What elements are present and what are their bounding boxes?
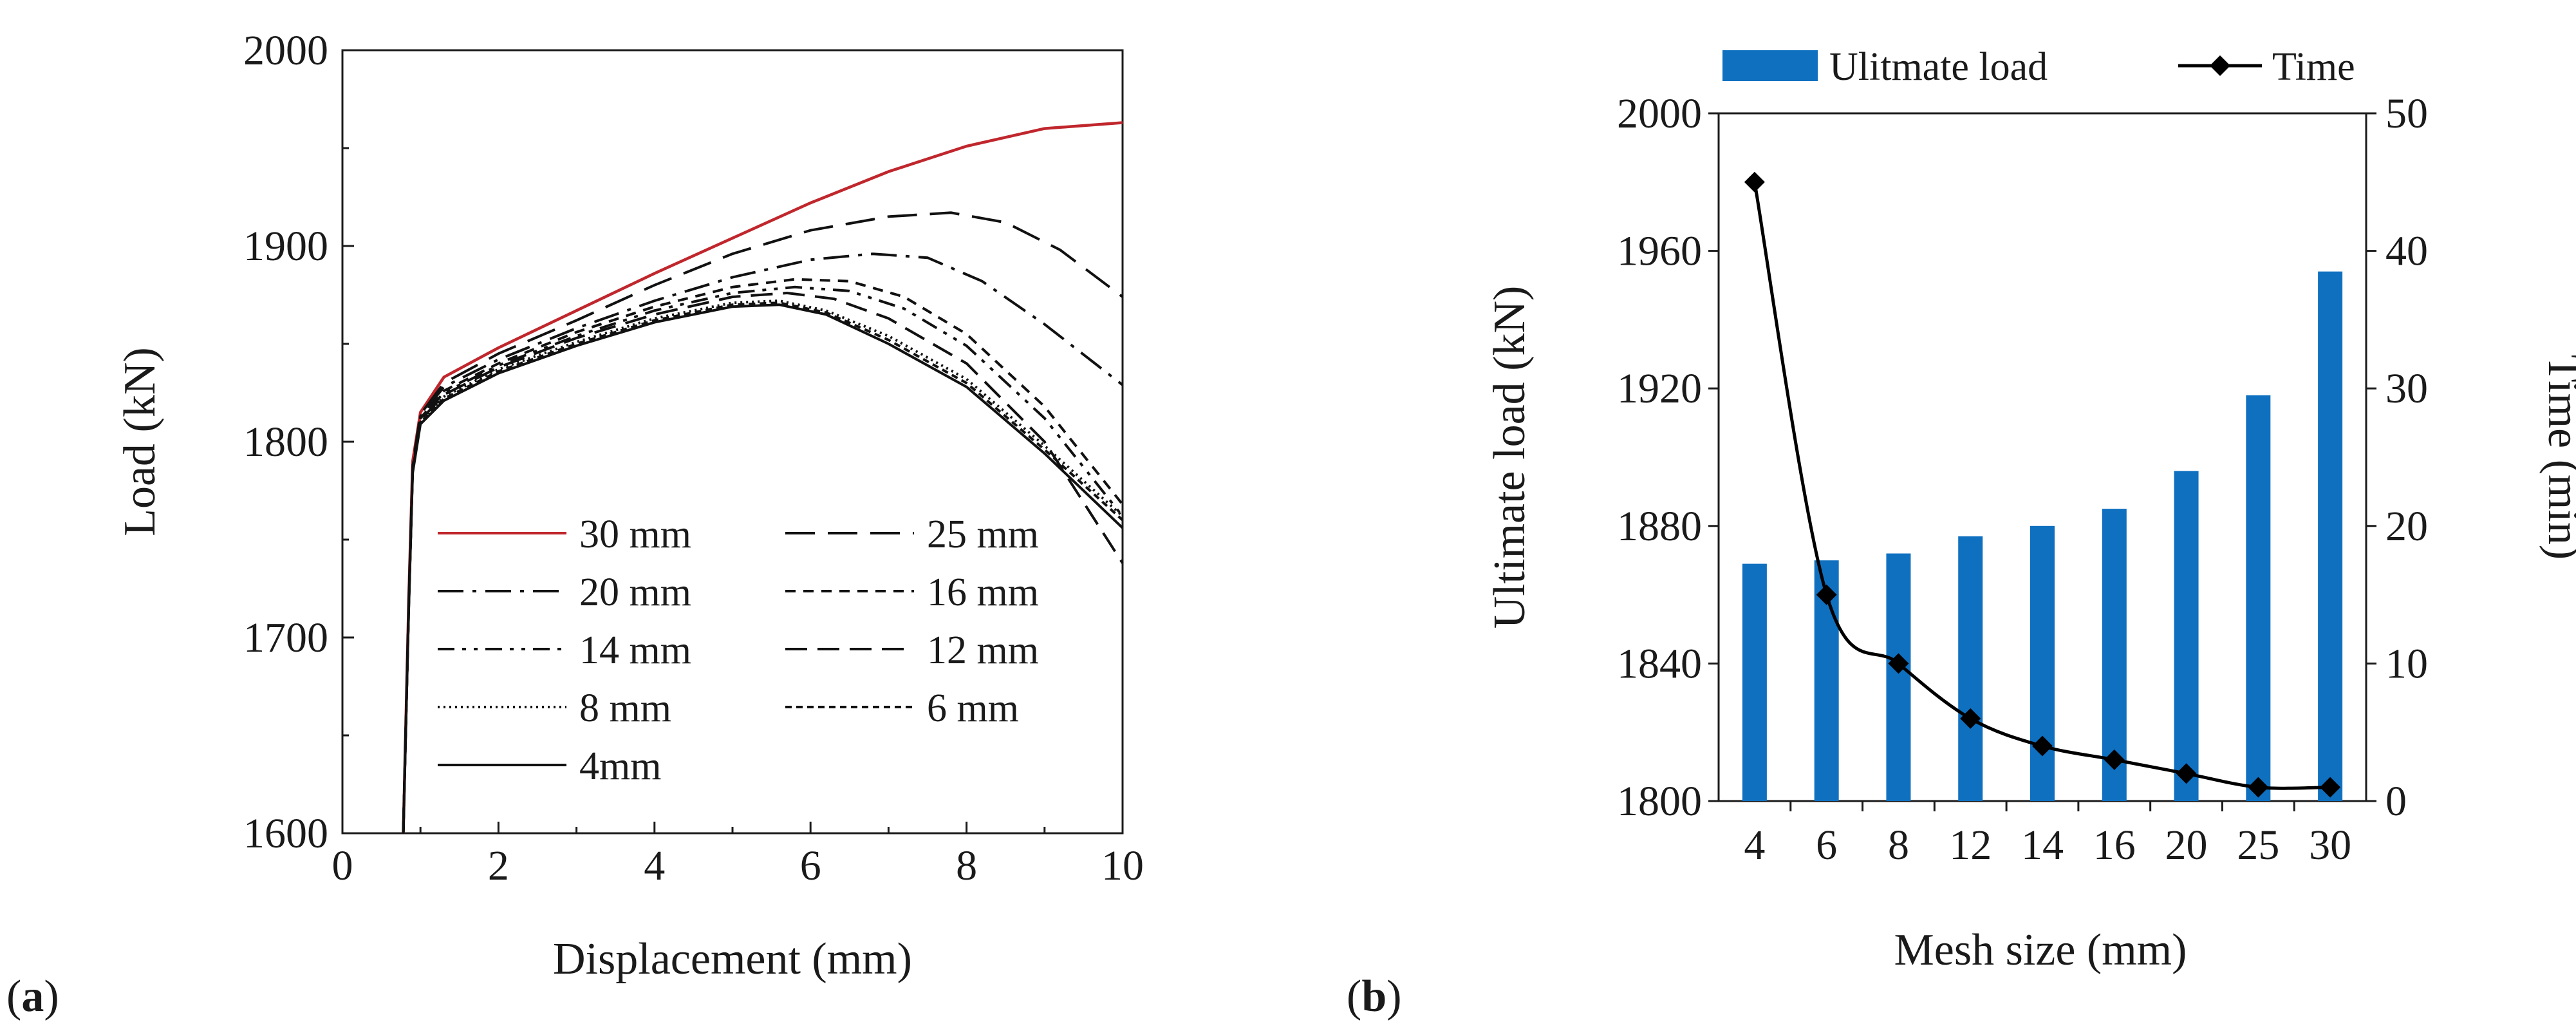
panel-b-bar-line-chart: 1800 1840 1880 1920 1960 2000 0 10 20 30 40 50 4 6 8… bbox=[1347, 45, 2576, 1021]
panel-a-legend-label: 16 mm bbox=[927, 571, 1039, 614]
panel-b-left-y-tick-label: 1960 bbox=[1617, 228, 1702, 275]
panel-b-label: (b) bbox=[1347, 972, 1402, 1021]
panel-a-y-tick-label: 1900 bbox=[243, 223, 328, 270]
panel-a-label: (a) bbox=[6, 972, 59, 1021]
panel-b-bars bbox=[1742, 271, 2343, 801]
panel-b-right-y-tick-label: 10 bbox=[2385, 640, 2428, 687]
panel-b-bar-25mm bbox=[2246, 395, 2271, 801]
panel-a-series-line-6mm bbox=[402, 301, 1124, 834]
panel-b-x-tick-label: 4 bbox=[1744, 822, 1765, 869]
panel-a-label-letter: a bbox=[21, 972, 44, 1021]
panel-a-legend-label: 30 mm bbox=[579, 513, 691, 556]
panel-b-time-marker-25mm bbox=[2248, 777, 2269, 798]
panel-a-y-tick-label: 1600 bbox=[243, 810, 328, 857]
panel-a-y-tick-label: 1700 bbox=[243, 614, 328, 661]
panel-b-x-tick-label: 12 bbox=[1949, 822, 1992, 869]
panel-b-time-marker-12mm bbox=[1960, 708, 1981, 729]
panel-b-x-tick-label: 25 bbox=[2237, 822, 2279, 869]
panel-a-legend-label: 4mm bbox=[579, 744, 661, 788]
panel-a-y-tick-label: 2000 bbox=[243, 27, 328, 74]
panel-a-label-open-paren: ( bbox=[6, 972, 21, 1021]
panel-a-legend-label: 12 mm bbox=[927, 628, 1039, 672]
panel-b-right-y-axis-title: Time (min) bbox=[2539, 355, 2576, 560]
panel-a-y-tick-label: 1800 bbox=[243, 419, 328, 466]
panel-b-legend-bar-swatch bbox=[1722, 50, 1818, 81]
panel-b-x-tick-label: 20 bbox=[2165, 822, 2208, 869]
panel-b-left-y-tick-label: 1840 bbox=[1617, 640, 1702, 687]
panel-a-legend-label: 25 mm bbox=[927, 513, 1039, 556]
panel-a-legend-label: 8 mm bbox=[579, 686, 671, 730]
panel-b-time-marker-16mm bbox=[2104, 749, 2125, 770]
panel-b-right-y-tick-label: 50 bbox=[2385, 90, 2428, 137]
panel-b-left-y-tick-label: 2000 bbox=[1617, 90, 1702, 137]
panel-a-legend-label: 14 mm bbox=[579, 628, 691, 672]
panel-b-right-y-tick-label: 30 bbox=[2385, 365, 2428, 412]
panel-a-legend-label: 6 mm bbox=[927, 686, 1019, 730]
panel-b-x-axis-title: Mesh size (mm) bbox=[1894, 925, 2187, 975]
panel-b-right-y-ticks: 0 10 20 30 40 50 bbox=[2366, 90, 2428, 825]
panel-b-left-y-tick-label: 1880 bbox=[1617, 503, 1702, 550]
panel-a-series-line-12mm bbox=[402, 291, 1124, 834]
panel-b-bar-4mm bbox=[1742, 563, 1767, 801]
panel-b-left-y-tick-label: 1800 bbox=[1617, 778, 1702, 825]
panel-b-label-close-paren: ) bbox=[1386, 972, 1401, 1021]
panel-b-time-marker-14mm bbox=[2032, 735, 2053, 757]
panel-a-x-tick-label: 4 bbox=[644, 842, 665, 889]
panel-a-x-tick-label: 8 bbox=[956, 842, 977, 889]
panel-b-x-tick-label: 6 bbox=[1816, 822, 1837, 869]
panel-a-x-tick-label: 0 bbox=[332, 842, 353, 889]
panel-a-x-tick-label: 2 bbox=[488, 842, 509, 889]
panel-b-left-y-ticks: 1800 1840 1880 1920 1960 2000 bbox=[1617, 90, 1719, 825]
panel-b-time-marker-6mm bbox=[1816, 584, 1837, 605]
panel-b-label-open-paren: ( bbox=[1347, 972, 1361, 1021]
panel-b-x-tick-label: 14 bbox=[2021, 822, 2064, 869]
panel-a-x-axis-title: Displacement (mm) bbox=[553, 934, 912, 984]
panel-a-legend: 30 mm 25 mm 20 mm 16 mm 14 mm 12 mm 8 mm 6 mm 4m… bbox=[438, 513, 1039, 788]
panel-b-left-y-tick-label: 1920 bbox=[1617, 365, 1702, 412]
panel-b-right-y-tick-label: 40 bbox=[2385, 228, 2428, 275]
panel-a-series-line-8mm bbox=[402, 299, 1124, 834]
panel-b-time-marker-4mm bbox=[1744, 171, 1765, 193]
panel-b-x-tick-label: 30 bbox=[2309, 822, 2351, 869]
panel-a-y-ticks: 1600 1700 1800 1900 2000 bbox=[243, 27, 354, 857]
panel-b-x-ticks: 4 6 8 12 14 16 20 25 30 bbox=[1744, 801, 2351, 869]
panel-b-label-letter: b bbox=[1361, 972, 1386, 1021]
panel-a-x-ticks: 0 2 4 6 8 10 bbox=[332, 822, 1144, 889]
panel-b-bar-12mm bbox=[1958, 536, 1983, 801]
panel-b-time-marker-8mm bbox=[1888, 653, 1909, 674]
panel-a-x-tick-label: 10 bbox=[1101, 842, 1144, 889]
panel-b-right-y-tick-label: 0 bbox=[2385, 778, 2407, 825]
panel-b-legend-label: Ulitmate load bbox=[1829, 45, 2048, 89]
panel-b-legend-label: Time bbox=[2272, 45, 2355, 89]
panel-b-bar-8mm bbox=[1886, 553, 1911, 801]
panel-a-x-tick-label: 6 bbox=[800, 842, 821, 889]
panel-b-bar-14mm bbox=[2030, 525, 2055, 801]
panel-b-time-curve bbox=[1753, 182, 2331, 790]
panel-b-time-marker-30mm bbox=[2320, 777, 2341, 798]
panel-a-series-lines bbox=[402, 121, 1124, 834]
panel-b-x-tick-label: 8 bbox=[1888, 822, 1909, 869]
panel-a-y-axis-title: Load (kN) bbox=[115, 347, 165, 536]
panel-a-series-line-4mm bbox=[402, 303, 1124, 834]
panel-b-x-tick-label: 16 bbox=[2093, 822, 2136, 869]
panel-b-left-y-axis-title: Ultimate load (kN) bbox=[1485, 286, 1535, 629]
panel-b-right-y-tick-label: 20 bbox=[2385, 503, 2428, 550]
panel-b-time-marker-20mm bbox=[2176, 763, 2197, 784]
panel-b-bar-30mm bbox=[2318, 271, 2343, 801]
panel-a-line-chart: 1600 1700 1800 1900 2000 0 2 4 6 8 10 30 mm 25 mm 2… bbox=[6, 27, 1144, 1021]
panel-b-legend-diamond-marker bbox=[2210, 55, 2230, 76]
panel-b-legend: Ulitmate load Time bbox=[1722, 45, 2355, 89]
panel-a-label-close-paren: ) bbox=[44, 972, 59, 1021]
panel-a-legend-label: 20 mm bbox=[579, 571, 691, 614]
panel-b-time-line bbox=[1744, 171, 2341, 798]
panel-b-bar-20mm bbox=[2174, 471, 2199, 801]
